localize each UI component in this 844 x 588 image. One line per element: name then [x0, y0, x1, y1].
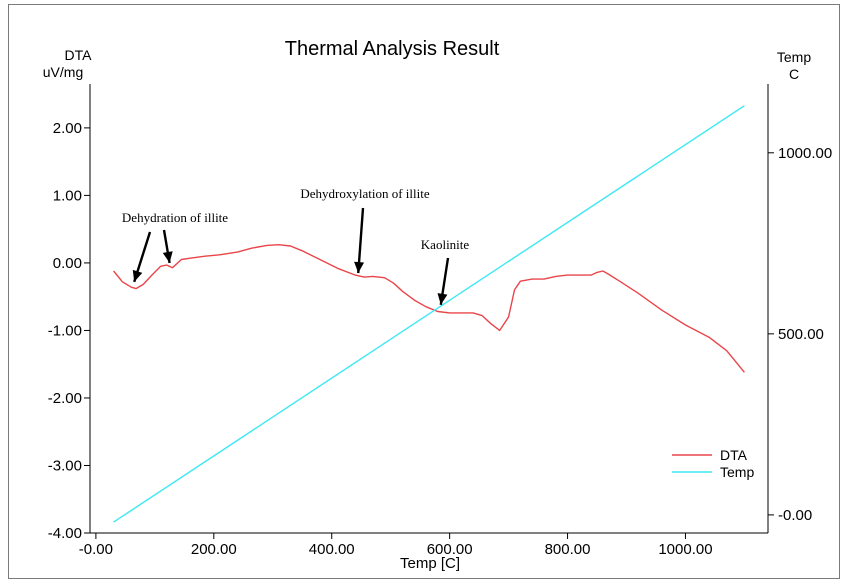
annotation-label: Dehydroxylation of illite — [300, 186, 429, 201]
x-tick-label: 600.00 — [427, 541, 473, 558]
plot-area: -0.00 200.00 400.00 600.00 800.00 1000.00 2.00… — [48, 84, 832, 558]
y-left-tick-label: -2.00 — [48, 390, 82, 407]
y-left-label-line2: uV/mg — [43, 64, 83, 80]
y-right-tick-label: -0.00 — [778, 507, 812, 524]
y-left-tick-label: 0.00 — [53, 255, 82, 272]
annotation-arrow-head — [132, 269, 143, 282]
series-line-temp — [113, 105, 745, 523]
x-tick-label: 400.00 — [309, 541, 355, 558]
annotation-arrow-head — [162, 251, 173, 263]
legend-label-dta: DTA — [720, 447, 748, 463]
x-tick-label: 1000.00 — [658, 541, 712, 558]
y-right-label-line2: C — [789, 66, 799, 82]
y-left-tick-label: 2.00 — [53, 120, 82, 137]
y-left-tick-label: -4.00 — [48, 525, 82, 542]
chart-title: Thermal Analysis Result — [285, 38, 500, 60]
annotation-label: Kaolinite — [421, 237, 470, 252]
annotation-arrow-head — [437, 293, 448, 305]
y-right-label-line1: Temp — [777, 49, 811, 65]
y-right-tick-label: 500.00 — [778, 326, 824, 343]
series-line-dta — [113, 243, 745, 373]
x-axis-label: Temp [C] — [400, 555, 460, 572]
y-right-tick-label: 1000.00 — [778, 145, 832, 162]
y-left-tick-label: 1.00 — [53, 187, 82, 204]
y-left-tick-label: -1.00 — [48, 322, 82, 339]
annotation-label: Dehydration of illite — [122, 210, 228, 225]
x-tick-label: 200.00 — [191, 541, 237, 558]
annotation-arrow-head — [354, 261, 365, 274]
y-left-tick-label: -3.00 — [48, 457, 82, 474]
outer-border — [8, 4, 840, 579]
y-left-label-line1: DTA — [65, 47, 93, 63]
x-tick-label: 800.00 — [545, 541, 591, 558]
x-tick-label: -0.00 — [79, 541, 113, 558]
legend-label-temp: Temp — [720, 464, 754, 480]
